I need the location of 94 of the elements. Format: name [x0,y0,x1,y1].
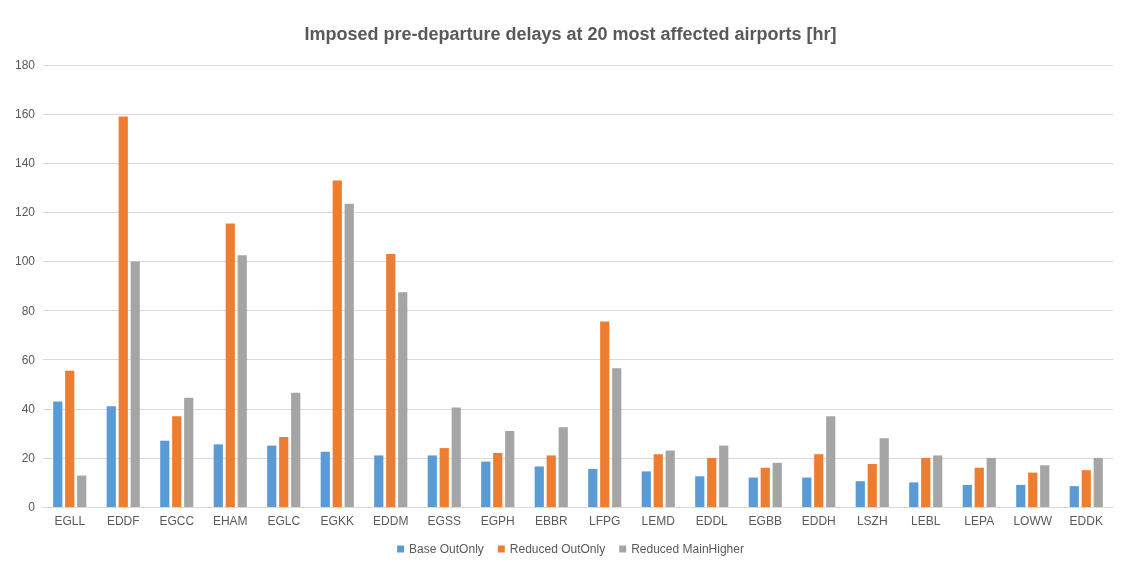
bar [267,445,277,507]
bar [1069,486,1079,507]
bar [855,481,865,507]
bar [1081,470,1091,507]
bar [802,477,812,507]
bar [534,466,544,507]
x-tick-label: EDDH [801,514,836,528]
bar [921,457,931,507]
x-tick-label: EGCC [159,514,195,528]
x-tick-label: LFPG [589,514,621,528]
bar [974,467,984,507]
bar [386,254,396,507]
bar [237,255,247,507]
bar [641,471,651,507]
x-tick-label: EDDM [373,514,409,528]
x-tick-label: EBBR [534,514,568,528]
x-tick-label: EDDK [1069,514,1103,528]
bar [748,477,758,507]
x-tick-label: EGKK [320,514,354,528]
x-tick-label: EGBB [748,514,782,528]
y-tick-label: 160 [14,107,36,122]
y-tick-label: 80 [21,303,36,318]
bar [558,427,568,507]
bar [374,455,384,507]
bar [291,392,301,507]
bar [1028,472,1038,507]
bar [814,454,824,507]
bar [962,484,972,507]
bar [439,448,449,507]
x-tick-label: EHAM [212,514,248,528]
legend-label: Base OutOnly [409,542,484,556]
y-tick-label: 0 [28,500,36,514]
bar [172,416,182,507]
x-tick-label: LEBL [911,514,941,528]
bar [53,401,63,507]
x-tick-label: EGSS [427,514,461,528]
bar [653,454,663,507]
bar [427,455,437,507]
bar [118,116,128,507]
x-tick-label: EGLC [267,514,301,528]
bar [505,430,515,507]
x-tick-label: LOWW [1013,514,1053,528]
bar [451,407,461,507]
bar [493,452,503,507]
bar [600,321,610,507]
bar [1016,484,1026,507]
x-tick-label: LEMD [641,514,676,528]
bar [695,476,705,507]
bar [344,203,354,507]
bar [160,440,170,507]
bar [184,397,194,507]
bar [879,438,889,507]
bar [588,468,598,507]
legend-label: Reduced MainHigher [631,542,744,556]
bar [225,223,235,507]
bar [106,406,116,507]
bar [760,467,770,507]
bar [986,457,996,507]
bar [1093,457,1103,507]
bar [665,450,675,507]
y-tick-label: 100 [14,254,36,269]
x-tick-label: LEPA [964,514,995,528]
legend-label: Reduced OutOnly [509,542,606,556]
bar [398,292,408,507]
y-tick-label: 140 [14,156,36,171]
bar [279,437,289,507]
x-tick-label: EDDF [106,514,140,528]
bar [213,444,223,507]
x-tick-label: EGPH [480,514,515,528]
x-tick-label: EGLL [54,514,86,528]
bar [77,475,87,507]
x-tick-label: EDDL [695,514,729,528]
x-tick-label: LSZH [856,514,888,528]
y-tick-label: 120 [14,205,36,220]
y-tick-label: 20 [21,450,36,465]
y-tick-label: 180 [14,58,36,72]
bar [909,482,919,507]
bar [826,416,836,507]
bar [707,457,717,507]
bar [130,261,140,507]
y-tick-label: 40 [21,401,36,416]
bar [320,451,330,507]
chart-title: Imposed pre-departure delays at 20 most affected airports [hr] [304,24,837,44]
bar [867,464,877,507]
bar [719,445,729,507]
bar [1040,465,1050,507]
bar [612,368,622,507]
bar [933,455,943,507]
y-tick-label: 60 [21,352,36,367]
bar [481,461,491,507]
bar [65,370,75,507]
bar [546,455,556,507]
bar [772,462,782,507]
bar [332,180,342,507]
